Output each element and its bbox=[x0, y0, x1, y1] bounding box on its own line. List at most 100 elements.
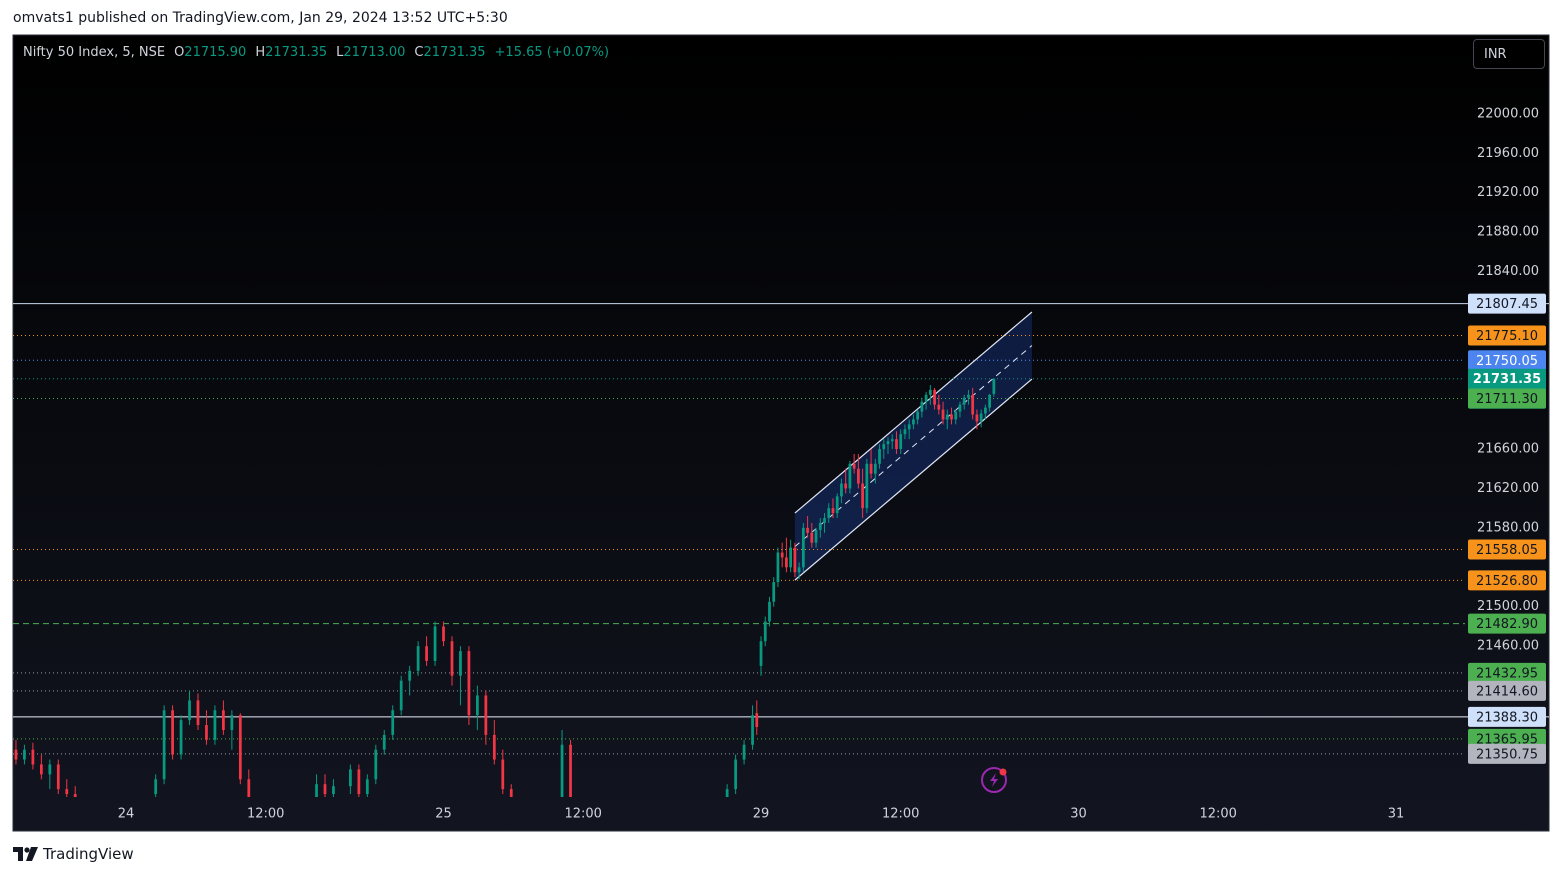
candle-body bbox=[442, 626, 445, 642]
candle-body bbox=[73, 794, 77, 797]
candle-body bbox=[768, 601, 771, 622]
brand-name: TradingView bbox=[43, 845, 134, 863]
plot-area bbox=[13, 303, 1465, 797]
candle-body bbox=[742, 744, 746, 760]
price-label: 21750.05 bbox=[1476, 354, 1538, 369]
candle-body bbox=[391, 710, 395, 735]
candle-body bbox=[890, 439, 894, 442]
price-label: 21432.95 bbox=[1476, 666, 1538, 681]
candle-body bbox=[903, 429, 907, 435]
candle-body bbox=[810, 532, 814, 543]
ohlc-legend: Nifty 50 Index, 5, NSE O 21715.90 H 21731.… bbox=[23, 45, 609, 60]
candle-body bbox=[357, 769, 361, 795]
candle-body bbox=[763, 621, 767, 642]
candle-body bbox=[31, 749, 35, 765]
price-label-bg bbox=[1468, 570, 1546, 591]
y-tick-label: 21660.00 bbox=[1477, 442, 1539, 457]
candle-body bbox=[755, 713, 759, 728]
candle-body bbox=[886, 441, 890, 445]
price-label-bg bbox=[1468, 539, 1546, 560]
candle-body bbox=[899, 434, 903, 450]
candle-body bbox=[179, 720, 183, 755]
y-tick-label: 21880.00 bbox=[1477, 225, 1539, 240]
price-label: 21482.90 bbox=[1476, 617, 1538, 632]
candle-body bbox=[408, 670, 412, 681]
candle-body bbox=[56, 764, 60, 790]
candle-body bbox=[222, 710, 225, 730]
y-tick-label: 21460.00 bbox=[1477, 639, 1539, 654]
candle-body bbox=[433, 626, 437, 661]
candle-body bbox=[459, 651, 462, 676]
y-tick-label: 22000.00 bbox=[1477, 106, 1539, 121]
candle-body bbox=[945, 414, 949, 420]
price-label: 21558.05 bbox=[1476, 543, 1538, 558]
candle-body bbox=[780, 552, 784, 558]
candle-body bbox=[425, 646, 428, 661]
h-value: 21731.35 bbox=[265, 45, 328, 60]
chart-frame bbox=[12, 34, 1550, 832]
candle-body bbox=[484, 695, 488, 735]
price-label: 21711.30 bbox=[1476, 392, 1538, 407]
candle-body bbox=[831, 508, 835, 514]
y-tick-label: 21920.00 bbox=[1477, 185, 1539, 200]
candle-body bbox=[450, 641, 454, 676]
candle-body bbox=[501, 759, 505, 790]
candle-body bbox=[806, 527, 809, 533]
c-value: 21731.35 bbox=[423, 45, 486, 60]
candle-body bbox=[844, 483, 848, 489]
candle-body bbox=[323, 784, 327, 795]
h-label: H bbox=[255, 45, 266, 60]
candle-body bbox=[840, 483, 843, 497]
price-label-bg bbox=[1468, 706, 1546, 727]
c-label: C bbox=[414, 45, 424, 60]
candle-body bbox=[852, 463, 856, 469]
candle-body bbox=[907, 424, 911, 430]
candle-body bbox=[848, 463, 852, 489]
candle-body bbox=[188, 700, 191, 721]
change: +15.65 (+0.07%) bbox=[494, 45, 610, 60]
candle-body bbox=[247, 779, 251, 797]
price-label-bg bbox=[1468, 388, 1546, 409]
currency-button[interactable]: INR bbox=[1473, 39, 1545, 69]
candle-body bbox=[492, 734, 496, 760]
candle-body bbox=[954, 411, 958, 420]
price-label-bg bbox=[1468, 293, 1546, 314]
y-tick-label: 21620.00 bbox=[1477, 481, 1539, 496]
x-tick-label: 31 bbox=[1388, 807, 1405, 822]
candle-body bbox=[916, 411, 920, 420]
candle-body bbox=[941, 409, 945, 420]
candle-body bbox=[238, 715, 242, 780]
candle-body bbox=[382, 734, 386, 750]
price-label: 21365.95 bbox=[1476, 732, 1538, 747]
candle-body bbox=[23, 749, 26, 760]
candle-body bbox=[920, 401, 924, 412]
candle-body bbox=[895, 439, 898, 450]
candle-body bbox=[230, 715, 234, 730]
candle-body bbox=[878, 449, 881, 464]
candle-body bbox=[467, 651, 471, 716]
candle-body bbox=[154, 779, 158, 795]
candle-body bbox=[869, 463, 873, 474]
candle-body bbox=[823, 518, 826, 523]
alert-icon[interactable] bbox=[981, 767, 1007, 793]
candle-body bbox=[793, 547, 797, 573]
candle-body bbox=[818, 522, 822, 530]
candle-body bbox=[476, 695, 479, 716]
candle-body bbox=[162, 710, 166, 780]
candle-body bbox=[924, 394, 928, 402]
price-label: 21350.75 bbox=[1476, 747, 1538, 762]
candle-body bbox=[882, 444, 886, 450]
price-label-bg bbox=[1468, 350, 1546, 371]
candle-body bbox=[785, 557, 788, 568]
x-tick-label: 12:00 bbox=[1199, 807, 1236, 822]
candle-body bbox=[374, 749, 378, 780]
l-value: 21713.00 bbox=[343, 45, 406, 60]
l-label: L bbox=[336, 45, 344, 60]
candle-body bbox=[416, 646, 420, 671]
y-tick-label: 21960.00 bbox=[1477, 146, 1539, 161]
candle-body bbox=[979, 413, 983, 422]
channel-mid bbox=[794, 345, 1033, 547]
axes: 22000.00 21960.00 21920.00 21880.00 21840.00… bbox=[118, 106, 1549, 822]
candle-body bbox=[827, 508, 831, 519]
